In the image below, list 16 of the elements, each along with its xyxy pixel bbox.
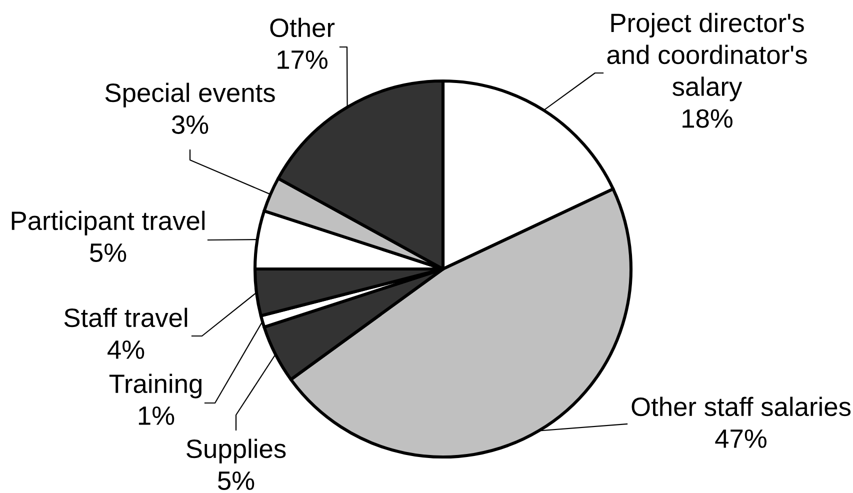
data-label: 47% [715,429,766,448]
data-label: 3% [172,115,208,134]
slice-label: Special events [105,82,275,108]
data-label: 17% [278,50,328,69]
slice-label: Training [109,374,202,398]
data-label: 4% [108,340,144,359]
slice-label: Other [270,18,335,38]
data-label: 5% [90,243,126,262]
slice-label: Other staff salaries [632,396,851,416]
slice-label: Participant travel [12,210,205,236]
data-label: 18% [682,109,732,128]
slice-label: Staff travel [64,308,188,328]
data-label: 1% [138,406,174,425]
slice-label: Project director's and coordinator's salary [607,12,807,102]
slice-label: Supplies [186,438,286,464]
data-label: 5% [218,471,254,490]
